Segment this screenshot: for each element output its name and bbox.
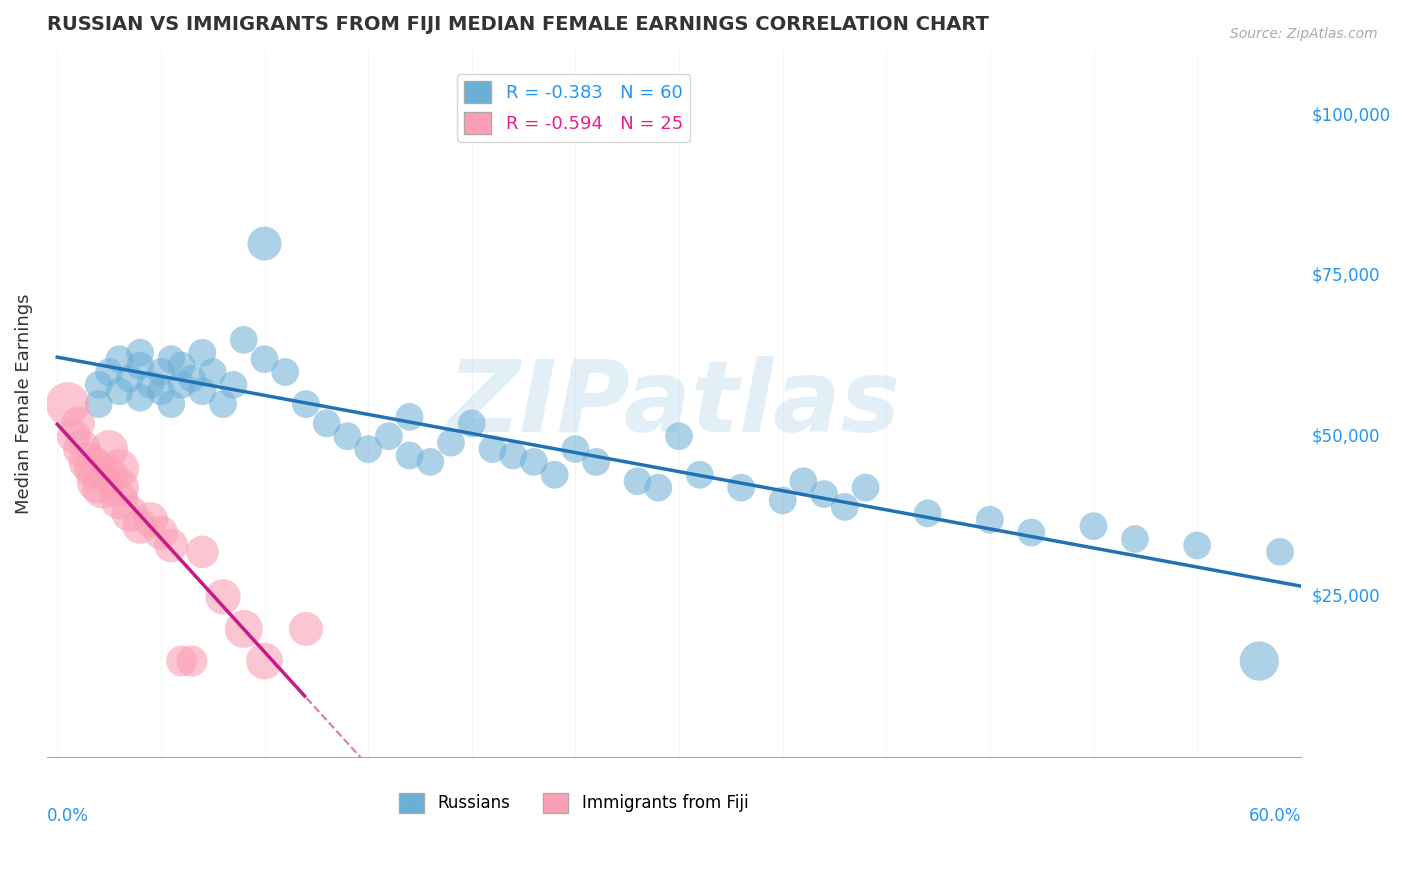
- Point: [1268, 545, 1291, 559]
- Point: [398, 409, 420, 424]
- Point: [170, 377, 193, 392]
- Point: [398, 449, 420, 463]
- Point: [108, 384, 131, 399]
- Point: [139, 513, 162, 527]
- Point: [118, 506, 141, 520]
- Point: [813, 487, 835, 501]
- Point: [108, 352, 131, 367]
- Point: [160, 397, 183, 411]
- Point: [232, 622, 254, 636]
- Point: [87, 397, 110, 411]
- Text: $50,000: $50,000: [1312, 427, 1381, 445]
- Point: [87, 377, 110, 392]
- Text: 60.0%: 60.0%: [1249, 807, 1301, 825]
- Point: [689, 467, 711, 482]
- Point: [149, 384, 172, 399]
- Point: [170, 359, 193, 373]
- Point: [108, 493, 131, 508]
- Point: [253, 236, 276, 251]
- Text: Source: ZipAtlas.com: Source: ZipAtlas.com: [1230, 27, 1378, 41]
- Point: [139, 377, 162, 392]
- Point: [647, 481, 669, 495]
- Text: ZIPatlas: ZIPatlas: [447, 356, 900, 452]
- Point: [191, 345, 214, 359]
- Point: [295, 397, 318, 411]
- Point: [129, 391, 152, 405]
- Point: [834, 500, 856, 514]
- Point: [585, 455, 607, 469]
- Point: [668, 429, 690, 443]
- Point: [274, 365, 297, 379]
- Point: [232, 333, 254, 347]
- Point: [543, 467, 565, 482]
- Point: [626, 474, 648, 488]
- Point: [315, 417, 337, 431]
- Point: [108, 481, 131, 495]
- Point: [222, 377, 245, 392]
- Point: [66, 417, 89, 431]
- Point: [56, 397, 79, 411]
- Point: [70, 442, 93, 456]
- Point: [295, 622, 318, 636]
- Text: $100,000: $100,000: [1312, 106, 1391, 124]
- Point: [83, 461, 105, 475]
- Point: [253, 352, 276, 367]
- Point: [149, 525, 172, 540]
- Point: [1021, 525, 1043, 540]
- Point: [336, 429, 359, 443]
- Point: [855, 481, 877, 495]
- Point: [253, 654, 276, 668]
- Point: [979, 513, 1001, 527]
- Point: [440, 435, 463, 450]
- Point: [160, 352, 183, 367]
- Point: [160, 538, 183, 552]
- Point: [118, 371, 141, 385]
- Point: [481, 442, 503, 456]
- Point: [129, 519, 152, 533]
- Point: [1185, 538, 1208, 552]
- Point: [212, 397, 235, 411]
- Text: $25,000: $25,000: [1312, 588, 1381, 606]
- Point: [181, 371, 204, 385]
- Point: [730, 481, 752, 495]
- Point: [502, 449, 524, 463]
- Point: [77, 455, 100, 469]
- Point: [917, 506, 939, 520]
- Point: [98, 467, 121, 482]
- Point: [212, 590, 235, 604]
- Legend: Russians, Immigrants from Fiji: Russians, Immigrants from Fiji: [392, 786, 755, 820]
- Text: 0.0%: 0.0%: [46, 807, 89, 825]
- Point: [170, 654, 193, 668]
- Point: [91, 481, 114, 495]
- Text: $75,000: $75,000: [1312, 267, 1381, 285]
- Point: [63, 429, 86, 443]
- Point: [98, 442, 121, 456]
- Point: [87, 474, 110, 488]
- Point: [1249, 654, 1271, 668]
- Point: [1083, 519, 1105, 533]
- Point: [149, 365, 172, 379]
- Point: [523, 455, 546, 469]
- Point: [772, 493, 794, 508]
- Point: [191, 384, 214, 399]
- Point: [129, 359, 152, 373]
- Point: [98, 365, 121, 379]
- Point: [201, 365, 224, 379]
- Point: [191, 545, 214, 559]
- Point: [564, 442, 586, 456]
- Point: [461, 417, 484, 431]
- Point: [129, 345, 152, 359]
- Point: [181, 654, 204, 668]
- Point: [1123, 532, 1146, 546]
- Point: [792, 474, 814, 488]
- Point: [378, 429, 401, 443]
- Point: [357, 442, 380, 456]
- Point: [419, 455, 441, 469]
- Text: RUSSIAN VS IMMIGRANTS FROM FIJI MEDIAN FEMALE EARNINGS CORRELATION CHART: RUSSIAN VS IMMIGRANTS FROM FIJI MEDIAN F…: [46, 15, 988, 34]
- Y-axis label: Median Female Earnings: Median Female Earnings: [15, 293, 32, 515]
- Point: [108, 461, 131, 475]
